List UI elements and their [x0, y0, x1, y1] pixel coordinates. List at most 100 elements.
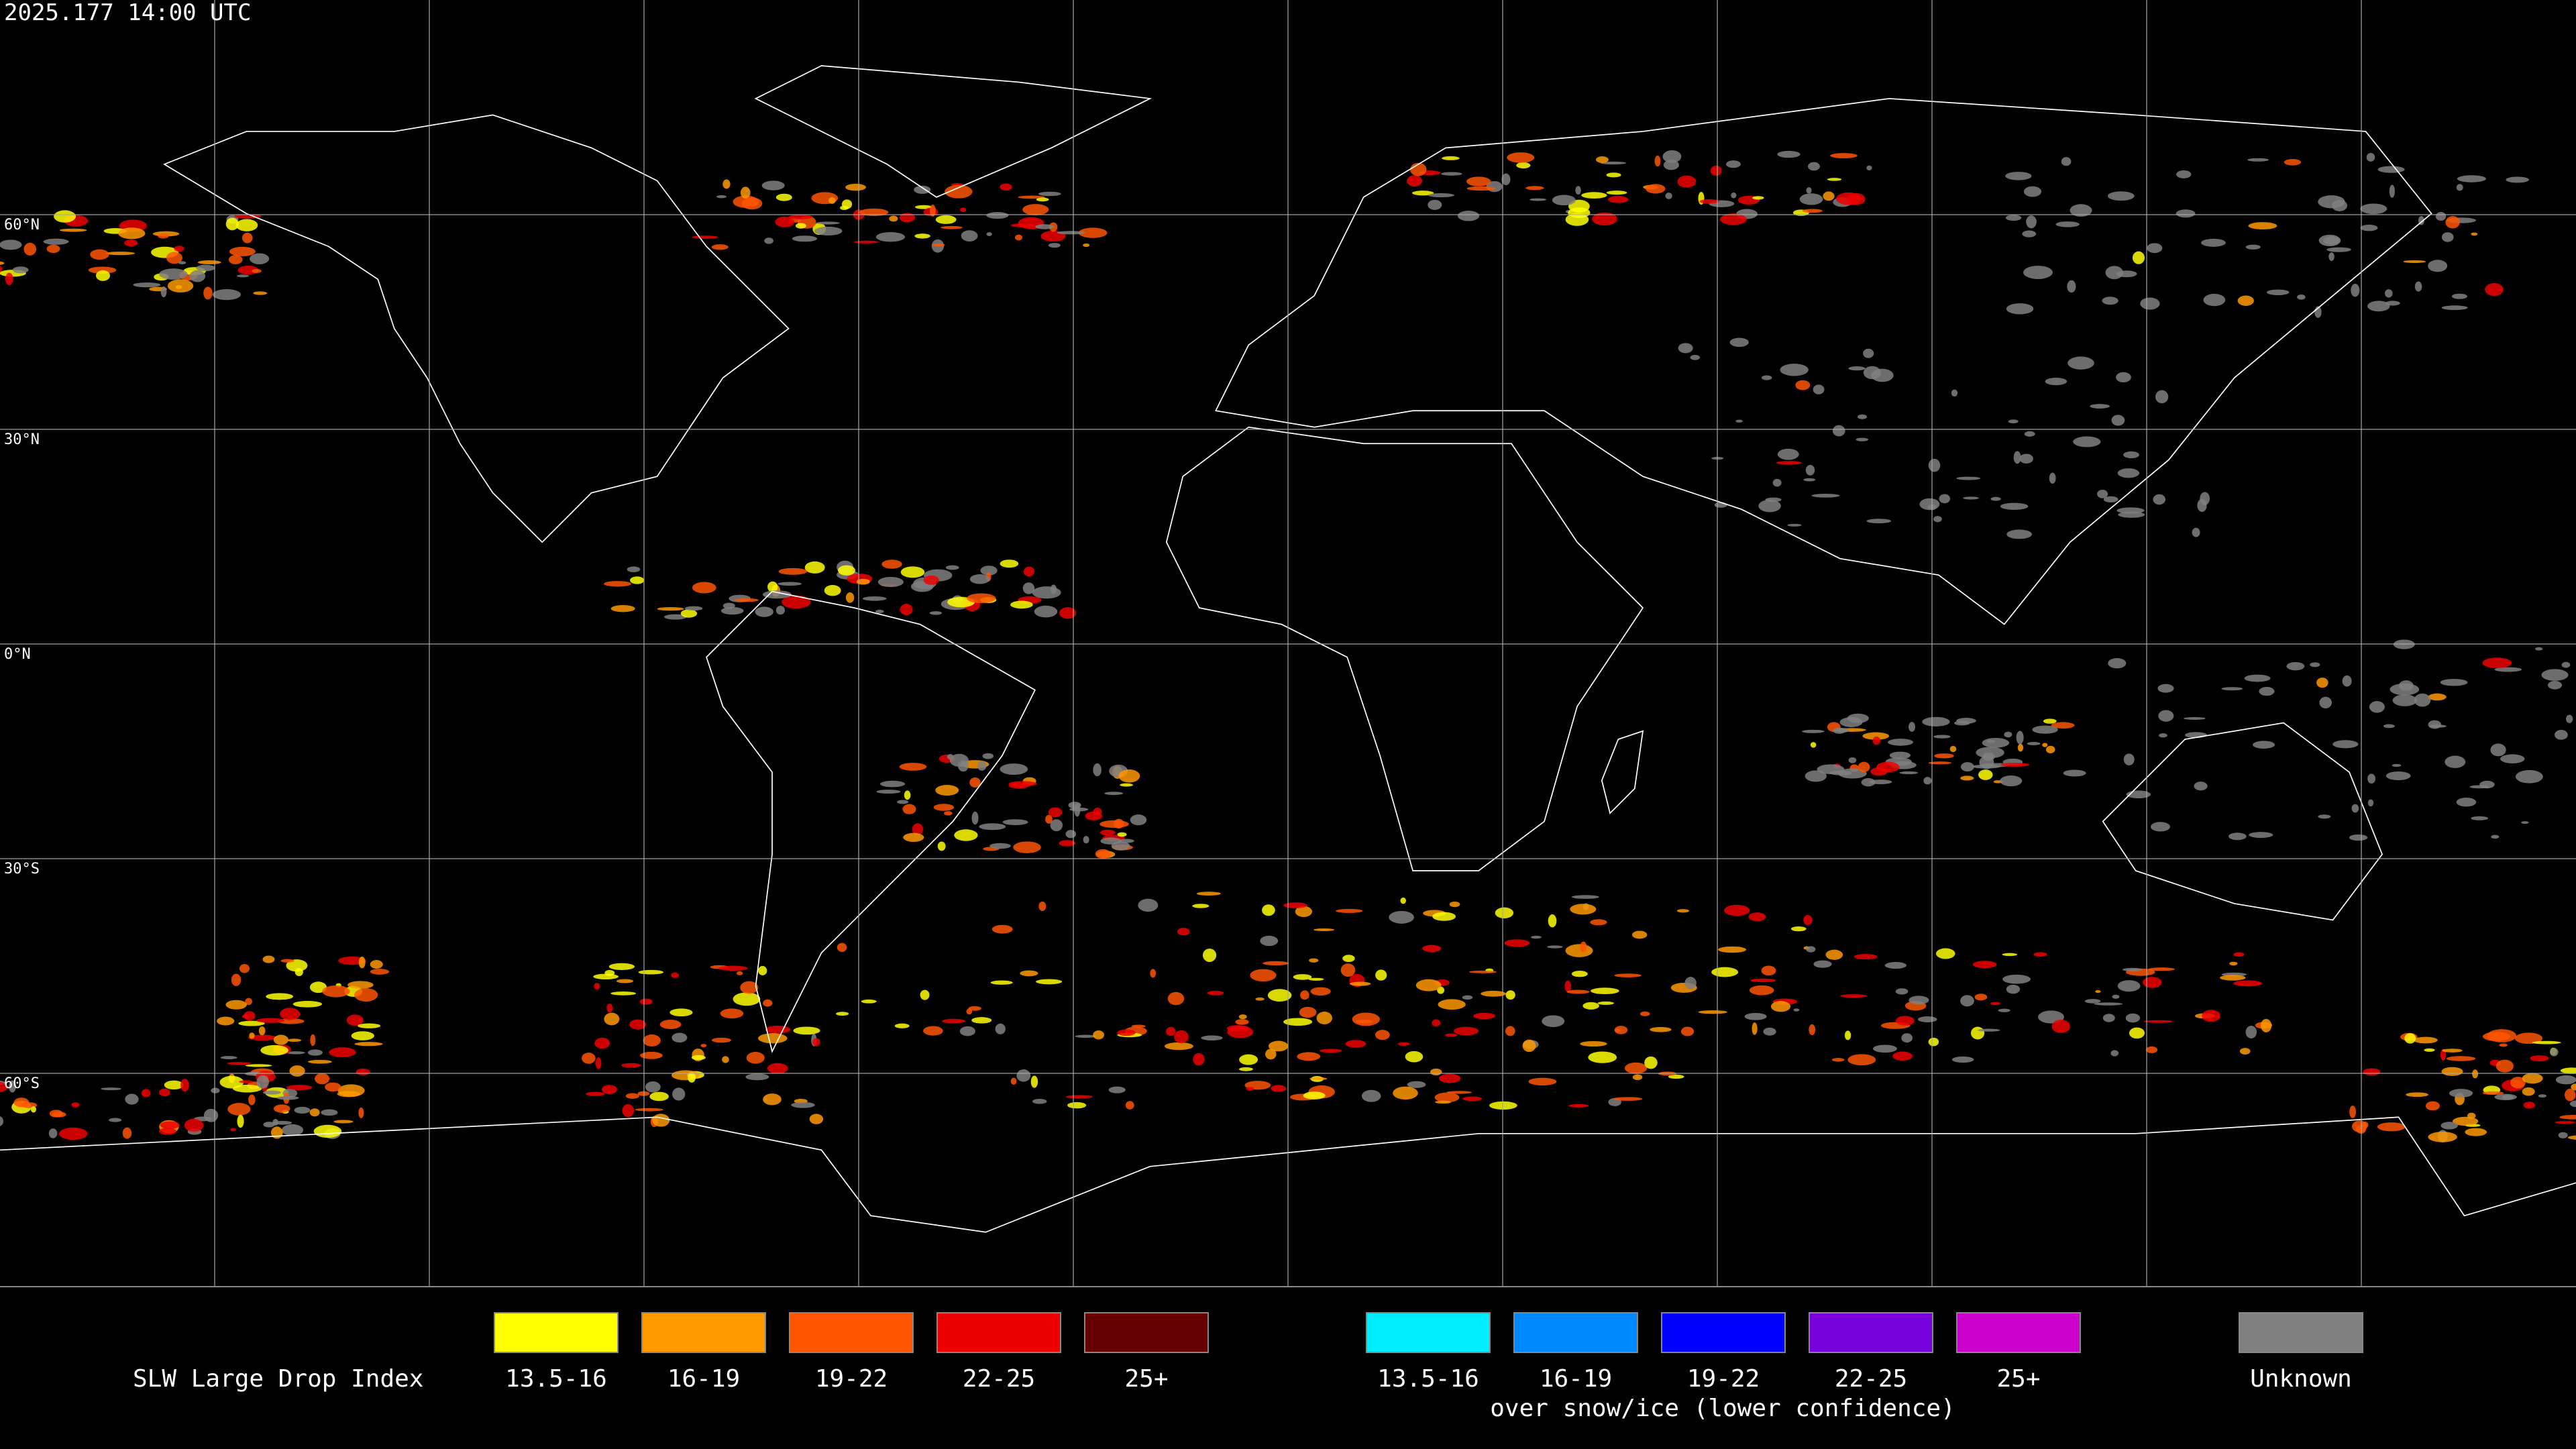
cloud-patch — [1032, 1099, 1047, 1104]
cloud-patch — [1613, 1097, 1643, 1101]
cloud-patch — [1830, 153, 1858, 159]
cloud-patch — [1022, 204, 1049, 215]
cloud-patch — [625, 1093, 639, 1099]
cloud-patch — [1552, 195, 1576, 206]
cloud-patch — [2323, 235, 2340, 245]
cloud-patch — [1724, 904, 1750, 916]
cloud-patch — [2142, 977, 2162, 988]
cloud-patch — [1407, 175, 1423, 187]
cloud-patch — [2367, 799, 2374, 807]
cloud-patch — [59, 1127, 88, 1140]
cloud-patch — [1075, 1034, 1097, 1038]
cloud-patch — [1934, 753, 1954, 759]
cloud-patch — [2061, 157, 2072, 166]
cloud-patch — [688, 1072, 696, 1083]
cloud-patch — [2201, 238, 2226, 247]
cloud-patch — [604, 581, 631, 587]
cloud-patch — [1974, 994, 1988, 1001]
cloud-patch — [2008, 419, 2019, 424]
cloud-patch — [1466, 176, 1491, 186]
cloud-patch — [1118, 839, 1134, 843]
legend-swatch — [2239, 1312, 2363, 1353]
legend-label: 22-25 — [963, 1365, 1035, 1393]
cloud-patch — [2523, 1102, 2535, 1109]
cloud-patch — [2159, 733, 2167, 738]
madagascar — [1601, 730, 1644, 814]
cloud-patch — [1078, 227, 1108, 238]
cloud-patch — [990, 980, 1013, 985]
cloud-patch — [775, 216, 795, 227]
cloud-patch — [700, 1044, 707, 1048]
cloud-patch — [788, 214, 813, 219]
cloud-patch — [1729, 337, 1749, 347]
cloud-patch — [920, 989, 930, 1000]
cloud-patch — [225, 1000, 248, 1010]
cloud-patch — [2440, 1122, 2458, 1130]
cloud-patch — [1283, 1018, 1313, 1026]
cloud-patch — [861, 999, 877, 1004]
cloud-patch — [1776, 461, 1802, 465]
cloud-patch — [2184, 716, 2206, 720]
cloud-patch — [118, 227, 146, 239]
cloud-patch — [2129, 1027, 2145, 1039]
cloud-patch — [610, 991, 637, 996]
cloud-patch — [2471, 232, 2478, 236]
cloud-patch — [2132, 251, 2145, 264]
cloud-patch — [1717, 946, 1747, 953]
cloud-patch — [256, 1075, 270, 1089]
cloud-patch — [43, 238, 69, 245]
cloud-patch — [1207, 990, 1224, 996]
cloud-patch — [354, 988, 378, 1002]
cloud-patch — [1000, 559, 1019, 568]
cloud-patch — [923, 1026, 943, 1036]
cloud-patch — [640, 1051, 663, 1059]
cloud-patch — [2404, 1033, 2416, 1044]
cloud-patch — [289, 1065, 305, 1077]
cloud-patch — [1564, 980, 1572, 992]
cloud-patch — [1016, 1069, 1031, 1082]
cloud-patch — [2510, 1077, 2526, 1089]
cloud-patch — [1872, 1044, 1897, 1053]
cloud-patch — [1731, 192, 1737, 199]
cloud-patch — [2389, 184, 2395, 198]
cloud-patch — [1108, 1086, 1126, 1093]
cloud-patch — [2155, 390, 2169, 404]
cloud-patch — [718, 965, 748, 971]
cloud-patch — [1059, 840, 1076, 847]
cloud-patch — [777, 582, 802, 586]
cloud-patch — [2006, 529, 2033, 539]
cloud-patch — [2522, 1087, 2535, 1096]
cloud-patch — [1646, 184, 1666, 194]
cloud-patch — [923, 575, 939, 585]
cloud-patch — [722, 1056, 729, 1063]
cloud-patch — [1606, 172, 1621, 178]
cloud-patch — [158, 233, 169, 239]
cloud-patch — [914, 185, 931, 194]
legend-swatch — [1513, 1312, 1638, 1353]
cloud-patch — [1803, 478, 1816, 482]
cloud-patch — [59, 228, 87, 232]
cloud-patch — [2514, 1032, 2543, 1044]
cloud-patch — [1432, 1019, 1441, 1027]
cloud-patch — [232, 1084, 262, 1093]
cloud-patch — [90, 249, 109, 260]
cloud-patch — [273, 1034, 289, 1045]
cloud-patch — [2452, 1116, 2479, 1126]
cloud-patch — [622, 1104, 635, 1118]
cloud-patch — [1839, 717, 1863, 728]
cloud-patch — [2521, 821, 2529, 824]
cloud-patch — [1335, 908, 1363, 913]
cloud-patch — [836, 1012, 849, 1016]
cloud-patch — [1283, 902, 1307, 908]
cloud-patch — [1067, 1102, 1087, 1109]
cloud-patch — [1777, 150, 1801, 158]
cloud-patch — [1093, 763, 1102, 777]
cloud-patch — [2002, 974, 2031, 984]
cloud-patch — [197, 260, 221, 265]
cloud-patch — [2202, 1010, 2220, 1022]
cloud-patch — [2328, 252, 2334, 261]
cloud-patch — [582, 1053, 596, 1064]
cloud-patch — [2097, 489, 2108, 498]
cloud-patch — [1844, 1030, 1851, 1040]
cloud-patch — [2117, 468, 2140, 478]
